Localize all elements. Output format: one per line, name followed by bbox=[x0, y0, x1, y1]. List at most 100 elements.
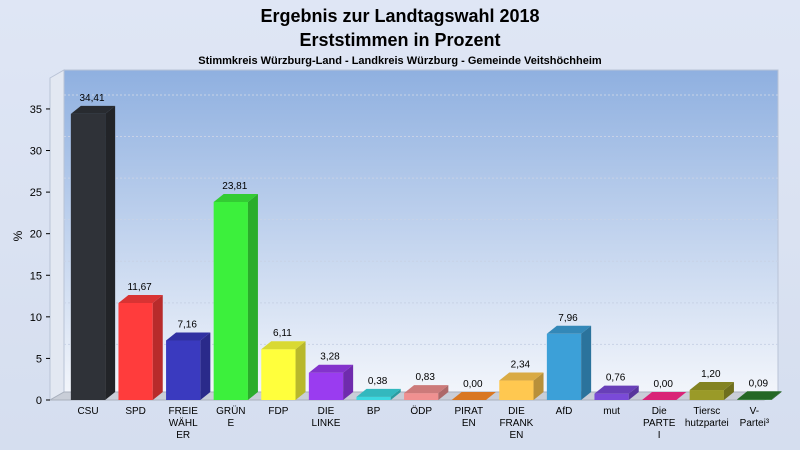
bar-9 bbox=[499, 372, 544, 400]
bar-3 bbox=[213, 194, 258, 400]
bar-value-label: 0,00 bbox=[653, 379, 673, 390]
y-tick-label: 15 bbox=[30, 270, 42, 282]
bar-side bbox=[581, 325, 592, 400]
bar-side bbox=[771, 391, 782, 400]
y-tick-label: 20 bbox=[30, 229, 42, 241]
bar-top bbox=[594, 385, 639, 394]
bar-front bbox=[499, 380, 534, 400]
category-label: SPD bbox=[125, 406, 146, 417]
bar-side bbox=[105, 105, 116, 400]
category-label: CSU bbox=[77, 406, 98, 417]
bar-top bbox=[261, 341, 306, 350]
bar-value-label: 0,38 bbox=[368, 376, 388, 387]
category-label: BP bbox=[367, 406, 381, 417]
y-tick-label: 0 bbox=[36, 395, 42, 407]
bar-12 bbox=[642, 392, 687, 400]
bar-value-label: 11,67 bbox=[127, 282, 152, 293]
bar-top bbox=[737, 391, 782, 400]
category-label: Tiersc hutzpartei bbox=[685, 406, 729, 429]
bar-top bbox=[404, 385, 449, 394]
bar-top bbox=[70, 105, 116, 114]
bar-value-label: 7,96 bbox=[558, 313, 578, 324]
bar-value-label: 6,11 bbox=[273, 328, 292, 339]
bar-front bbox=[594, 393, 629, 400]
bar-side bbox=[295, 341, 306, 400]
bar-top bbox=[308, 364, 354, 373]
bar-top bbox=[118, 294, 163, 303]
bar-value-label: 7,16 bbox=[177, 319, 197, 330]
bar-14 bbox=[737, 391, 782, 400]
category-label: V-Partei³ bbox=[740, 406, 770, 429]
bar-side bbox=[628, 385, 639, 400]
bar-13 bbox=[689, 382, 734, 400]
category-label: DIE LINKE bbox=[312, 406, 341, 429]
bar-side bbox=[438, 385, 449, 400]
bar-10 bbox=[546, 325, 592, 400]
chart-title: Ergebnis zur Landtagswahl 2018 bbox=[260, 6, 539, 26]
chart-title-line2: Erststimmen in Prozent bbox=[299, 30, 500, 50]
category-label: mut bbox=[603, 406, 620, 417]
bar-front bbox=[737, 399, 772, 400]
bar-side bbox=[152, 294, 163, 400]
bar-value-label: 23,81 bbox=[222, 181, 247, 192]
bar-value-label: 0,09 bbox=[749, 378, 769, 389]
bar-side bbox=[200, 332, 211, 400]
bar-front bbox=[404, 393, 439, 400]
bar-5 bbox=[308, 364, 354, 400]
y-tick-label: 35 bbox=[30, 104, 42, 116]
bar-top bbox=[499, 372, 544, 381]
category-label: ÖDP bbox=[410, 405, 432, 417]
bar-1 bbox=[118, 294, 163, 400]
category-label: FREIE WÄHL ER bbox=[168, 406, 198, 441]
bar-front bbox=[118, 302, 153, 400]
bar-value-label: 1,20 bbox=[701, 369, 721, 380]
y-tick-label: 10 bbox=[30, 312, 42, 324]
bar-2 bbox=[166, 332, 211, 400]
plot-side-wall bbox=[49, 69, 65, 401]
bar-front bbox=[356, 396, 391, 400]
bar-side bbox=[247, 194, 258, 400]
y-tick-label: 25 bbox=[30, 187, 42, 199]
bar-7 bbox=[404, 385, 449, 400]
bar-4 bbox=[261, 341, 306, 400]
bar-value-label: 0,76 bbox=[606, 373, 626, 384]
bar-top bbox=[642, 392, 687, 400]
bar-value-label: 34,41 bbox=[79, 93, 104, 104]
bar-side bbox=[343, 364, 354, 400]
bar-top bbox=[689, 382, 734, 391]
bar-side bbox=[723, 382, 734, 400]
y-axis-label: % bbox=[11, 230, 25, 241]
y-tick-label: 30 bbox=[30, 146, 42, 158]
bar-11 bbox=[594, 385, 639, 400]
bar-6 bbox=[356, 388, 401, 400]
y-tick-label: 5 bbox=[36, 353, 42, 365]
category-label: FDP bbox=[268, 406, 288, 417]
category-label: Die PARTE I bbox=[643, 406, 676, 441]
bar-front bbox=[546, 333, 582, 400]
bar-top bbox=[451, 392, 496, 400]
bar-top bbox=[356, 388, 401, 397]
bar-side bbox=[390, 388, 401, 400]
category-label: PIRAT EN bbox=[454, 406, 483, 429]
bar-value-label: 2,34 bbox=[511, 360, 531, 371]
bar-0 bbox=[70, 105, 116, 400]
category-label: AfD bbox=[556, 406, 573, 417]
bar-value-label: 3,28 bbox=[320, 352, 340, 363]
bar-top bbox=[166, 332, 211, 341]
category-label: DIE FRANK EN bbox=[499, 406, 533, 441]
bar-side bbox=[533, 372, 544, 400]
bar-8 bbox=[451, 392, 496, 400]
bar-front bbox=[689, 390, 724, 400]
bar-front bbox=[308, 372, 344, 400]
chart-subtitle: Stimmkreis Würzburg-Land - Landkreis Wür… bbox=[198, 55, 602, 67]
bar-value-label: 0,00 bbox=[463, 379, 483, 390]
bar-value-label: 0,83 bbox=[415, 372, 435, 383]
bar-front bbox=[213, 202, 248, 400]
category-label: GRÜN E bbox=[216, 405, 245, 429]
bar-front bbox=[261, 349, 296, 400]
bar-front bbox=[70, 113, 106, 400]
bar-top bbox=[213, 194, 258, 203]
bar-top bbox=[546, 325, 592, 334]
bar-front bbox=[166, 340, 201, 400]
